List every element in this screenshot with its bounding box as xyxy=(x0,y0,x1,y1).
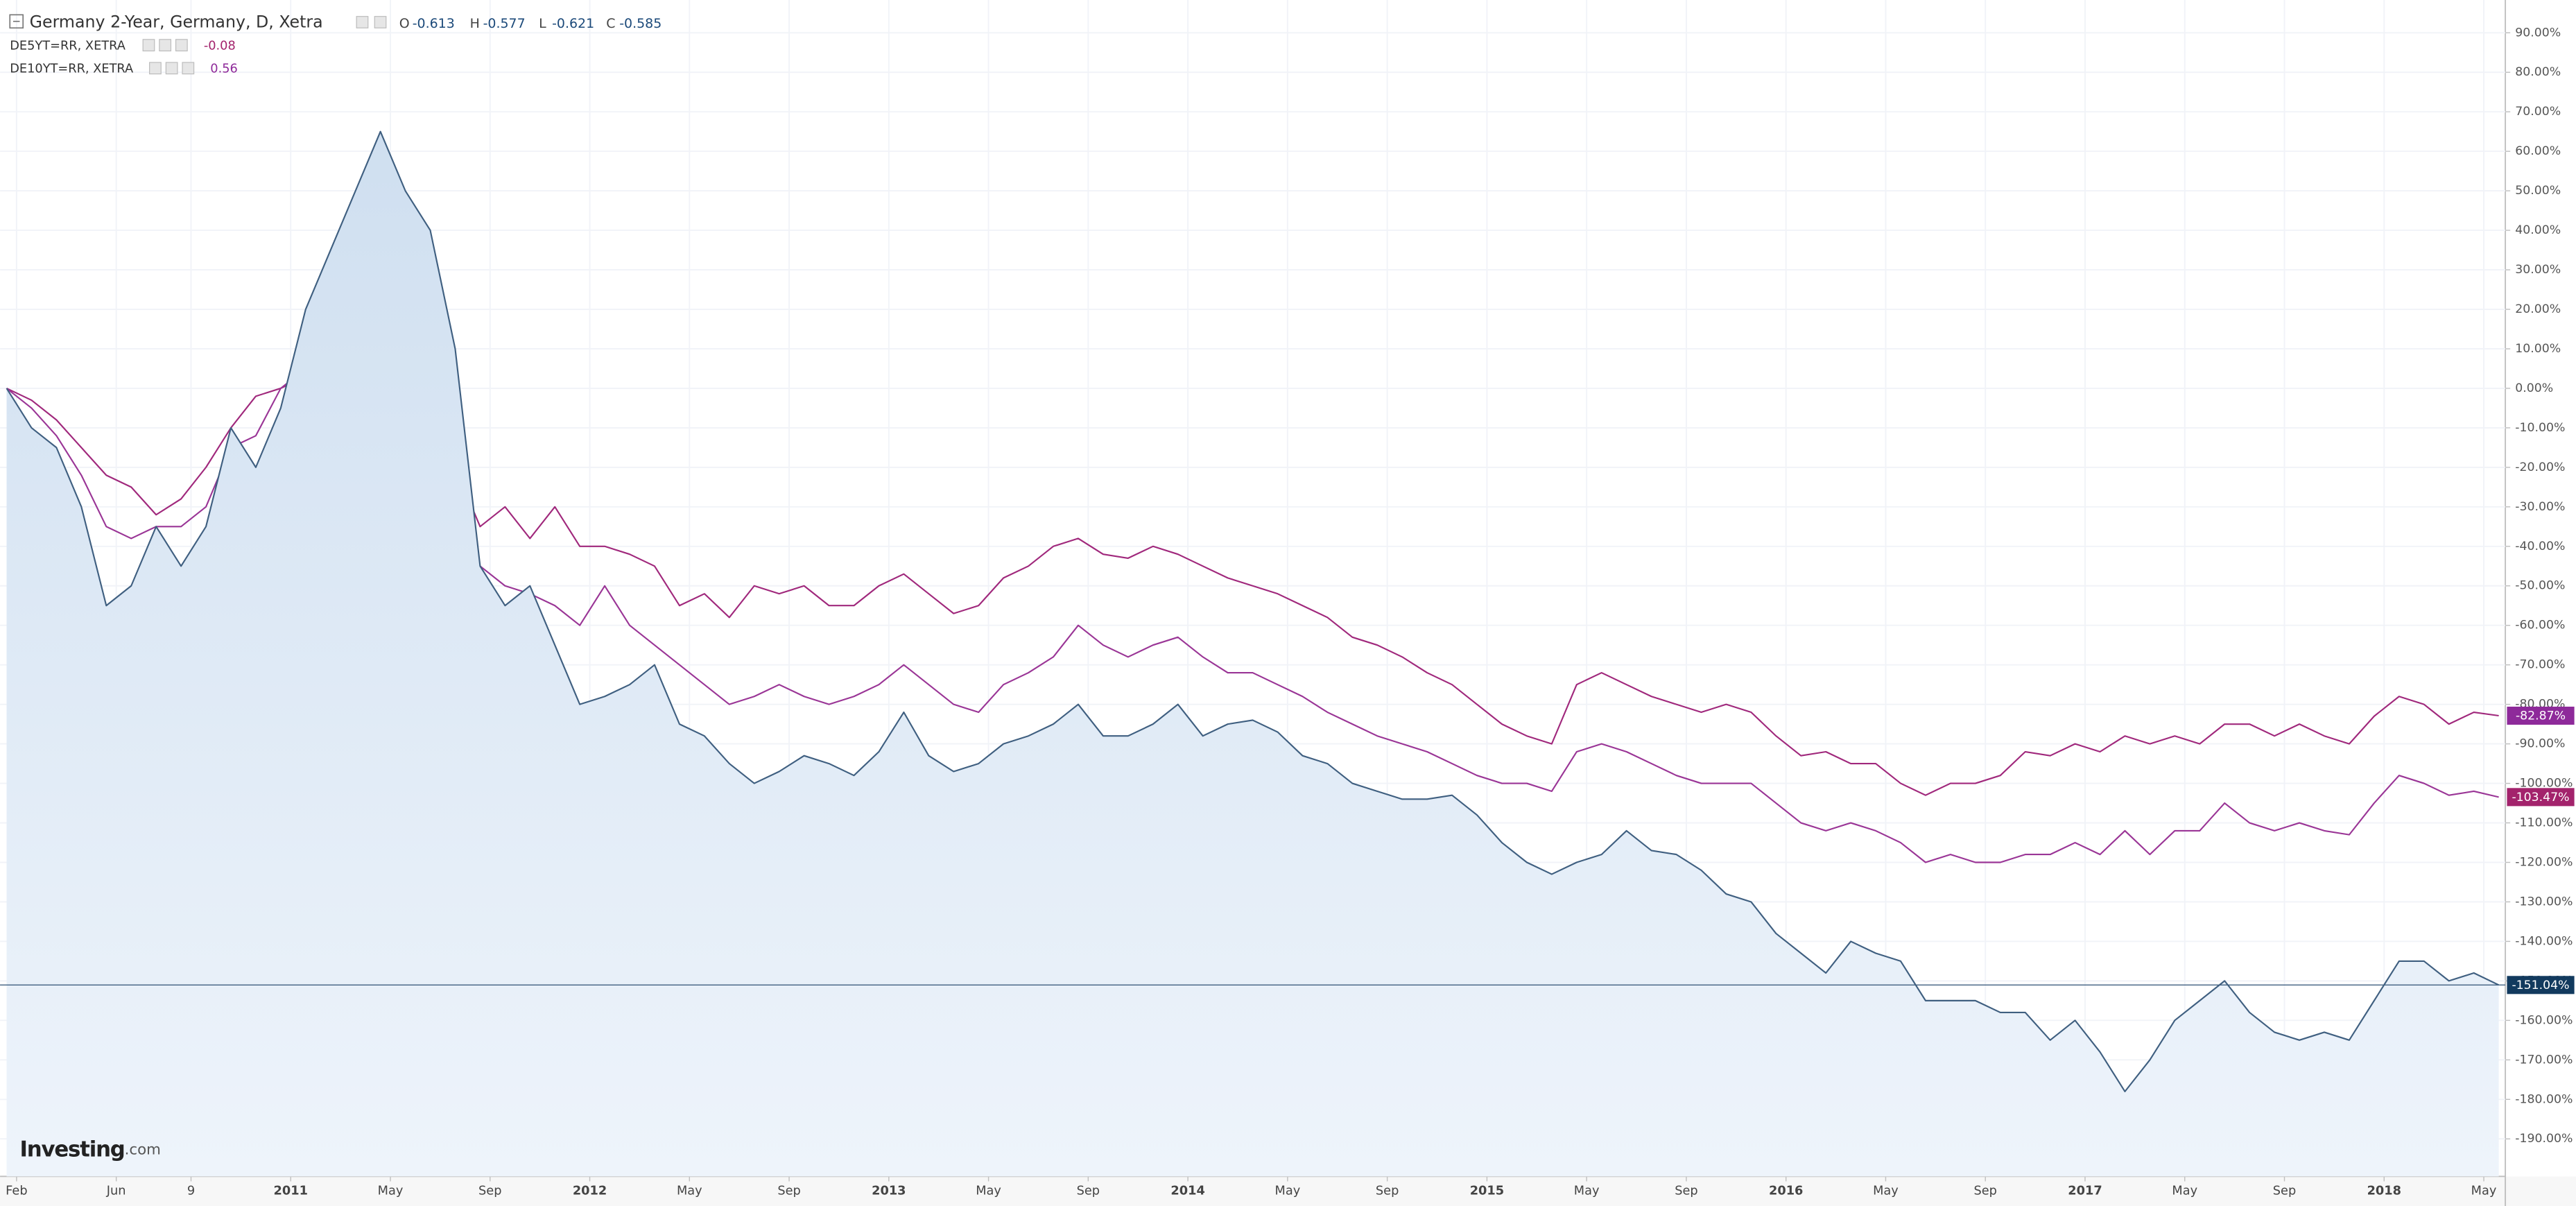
y-tick-label: -90.00% xyxy=(2515,737,2565,751)
line xyxy=(6,130,2500,1092)
ohlc-label: C xyxy=(606,16,615,31)
y-tick-label: -30.00% xyxy=(2515,500,2565,514)
y-tick-label: 60.00% xyxy=(2515,144,2561,158)
y-tick-label: -10.00% xyxy=(2515,421,2565,435)
plot-area xyxy=(0,130,2506,1177)
y-tick-label: -190.00% xyxy=(2515,1132,2573,1146)
price-tag xyxy=(2507,976,2575,994)
y-tick-label: -180.00% xyxy=(2515,1092,2573,1106)
x-tick-label: May xyxy=(976,1185,1001,1198)
x-tick-label: Sep xyxy=(1973,1185,1996,1198)
x-tick-label: Sep xyxy=(1675,1185,1697,1198)
y-tick-label: -100.00% xyxy=(2515,777,2573,791)
y-tick-label: 30.00% xyxy=(2515,263,2561,277)
y-tick-label: -120.00% xyxy=(2515,855,2573,869)
axes: 90.00%80.00%70.00%60.00%50.00%40.00%30.0… xyxy=(6,26,2575,1198)
y-tick-label: -110.00% xyxy=(2515,816,2573,830)
ohlc-label: H xyxy=(470,16,480,31)
price-tag-label: -103.47% xyxy=(2512,791,2569,804)
hide-icon[interactable] xyxy=(165,62,178,75)
x-tick-label: May xyxy=(1574,1185,1600,1198)
x-tick-label: 2018 xyxy=(2367,1185,2401,1198)
x-tick-label: May xyxy=(1275,1185,1301,1198)
legend-entry: DE5YT=RR, XETRA xyxy=(10,39,126,53)
legend-entry: DE10YT=RR, XETRA xyxy=(10,62,133,76)
watermark-brand: Investing xyxy=(19,1137,124,1162)
x-tick-label: Sep xyxy=(1376,1185,1399,1198)
x-tick-label: May xyxy=(2471,1185,2497,1198)
ohlc-value: -0.621 xyxy=(552,16,594,31)
legend: Germany 2-Year, Germany, D, Xetra O -0.613… xyxy=(9,12,662,76)
legend-value: -0.08 xyxy=(204,39,236,53)
legend-title: Germany 2-Year, Germany, D, Xetra xyxy=(30,12,323,32)
y-tick-label: -70.00% xyxy=(2515,658,2565,672)
hide-icon[interactable] xyxy=(374,16,387,28)
ohlc-label: L xyxy=(539,16,546,31)
watermark-domain: .com xyxy=(125,1141,161,1158)
x-tick-label: May xyxy=(378,1185,404,1198)
ohlc-value: -0.613 xyxy=(413,16,455,31)
y-tick-label: -60.00% xyxy=(2515,619,2565,632)
x-tick-label: 2016 xyxy=(1769,1185,1803,1198)
price-tag xyxy=(2507,788,2575,807)
remove-icon[interactable] xyxy=(175,39,188,52)
x-tick-label: Feb xyxy=(6,1185,27,1198)
ohlc-value: -0.585 xyxy=(619,16,662,31)
x-tick-label: May xyxy=(677,1185,702,1198)
x-tick-label: 2013 xyxy=(872,1185,906,1198)
x-tick-label: Jun xyxy=(106,1185,126,1198)
y-tick-label: -140.00% xyxy=(2515,934,2573,948)
y-tick-label: 10.00% xyxy=(2515,342,2561,356)
price-tag-label: -82.87% xyxy=(2516,709,2566,723)
remove-icon[interactable] xyxy=(182,62,195,75)
y-tick-label: -160.00% xyxy=(2515,1013,2573,1027)
y-tick-label: 40.00% xyxy=(2515,223,2561,237)
settings-icon[interactable] xyxy=(149,62,162,75)
hide-icon[interactable] xyxy=(159,39,172,52)
settings-icon[interactable] xyxy=(356,16,369,28)
x-tick-label: 2014 xyxy=(1170,1185,1204,1198)
y-tick-label: -170.00% xyxy=(2515,1053,2573,1067)
y-tick-label: 90.00% xyxy=(2515,26,2561,40)
y-tick-label: -20.00% xyxy=(2515,460,2565,474)
price-tag-label: -151.04% xyxy=(2512,979,2569,992)
settings-icon[interactable] xyxy=(142,39,155,52)
y-tick-label: 50.00% xyxy=(2515,184,2561,198)
x-tick-label: Sep xyxy=(1077,1185,1100,1198)
collapse-button[interactable] xyxy=(9,14,24,29)
x-tick-label: Sep xyxy=(777,1185,800,1198)
watermark: Investing.com xyxy=(19,1137,160,1162)
x-tick-label: 2017 xyxy=(2068,1185,2102,1198)
x-tick-label: May xyxy=(1873,1185,1899,1198)
y-tick-label: 20.00% xyxy=(2515,302,2561,316)
y-tick-label: -50.00% xyxy=(2515,579,2565,593)
x-tick-label: Sep xyxy=(478,1185,501,1198)
ohlc-label: O xyxy=(399,16,410,31)
area xyxy=(6,131,2499,1177)
y-tick-label: -40.00% xyxy=(2515,540,2565,553)
x-tick-label: Sep xyxy=(2273,1185,2296,1198)
ohlc-value: -0.577 xyxy=(483,16,526,31)
x-tick-label: 9 xyxy=(187,1185,195,1198)
price-tag xyxy=(2507,706,2575,725)
y-tick-label: -130.00% xyxy=(2515,895,2573,908)
x-tick-label: 2015 xyxy=(1470,1185,1504,1198)
y-tick-label: 80.00% xyxy=(2515,65,2561,79)
x-tick-label: 2012 xyxy=(573,1185,607,1198)
y-tick-label: 70.00% xyxy=(2515,105,2561,119)
y-tick-label: 0.00% xyxy=(2515,381,2553,395)
x-tick-label: May xyxy=(2172,1185,2197,1198)
x-tick-label: 2011 xyxy=(274,1185,308,1198)
legend-value: 0.56 xyxy=(210,62,238,76)
